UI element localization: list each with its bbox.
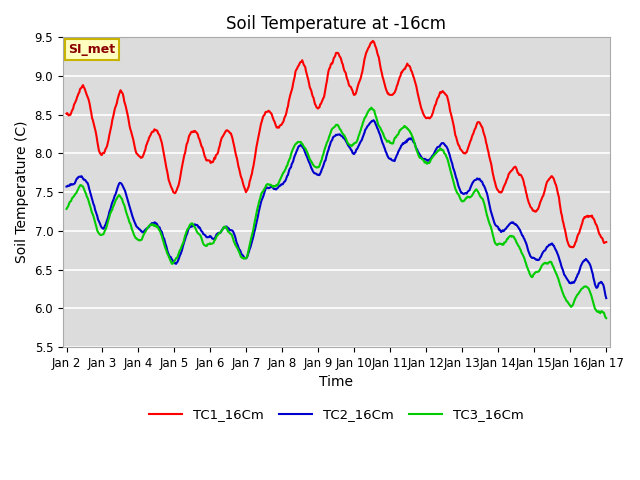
TC3_16Cm (63, 206, 70, 212)
TC1_16Cm (602, 239, 610, 245)
Title: Soil Temperature at -16cm: Soil Temperature at -16cm (227, 15, 446, 33)
TC1_16Cm (128, 132, 136, 137)
TC1_16Cm (403, 62, 410, 68)
Line: TC2_16Cm: TC2_16Cm (67, 120, 606, 298)
TC2_16Cm (602, 295, 610, 301)
Line: TC3_16Cm: TC3_16Cm (67, 108, 606, 318)
Y-axis label: Soil Temperature (C): Soil Temperature (C) (15, 121, 29, 264)
TC1_16Cm (72, 97, 80, 103)
TC2_16Cm (128, 211, 136, 217)
TC2_16Cm (370, 117, 378, 123)
TC3_16Cm (128, 226, 136, 232)
TC3_16Cm (403, 124, 410, 130)
TC1_16Cm (183, 142, 191, 147)
TC3_16Cm (211, 237, 219, 243)
TC2_16Cm (419, 156, 426, 161)
TC2_16Cm (63, 184, 70, 190)
TC3_16Cm (183, 228, 191, 234)
TC1_16Cm (211, 156, 219, 162)
TC2_16Cm (211, 235, 219, 241)
TC2_16Cm (183, 232, 191, 238)
X-axis label: Time: Time (319, 375, 353, 389)
Text: SI_met: SI_met (68, 43, 115, 56)
Line: TC1_16Cm: TC1_16Cm (67, 41, 606, 247)
Legend: TC1_16Cm, TC2_16Cm, TC3_16Cm: TC1_16Cm, TC2_16Cm, TC3_16Cm (144, 403, 529, 427)
TC1_16Cm (369, 38, 376, 44)
TC3_16Cm (367, 105, 375, 110)
TC1_16Cm (568, 244, 575, 250)
TC3_16Cm (419, 156, 426, 162)
TC1_16Cm (419, 108, 426, 114)
TC3_16Cm (72, 190, 80, 196)
TC2_16Cm (72, 177, 80, 182)
TC2_16Cm (403, 139, 410, 145)
TC3_16Cm (602, 315, 610, 321)
TC1_16Cm (63, 111, 70, 117)
